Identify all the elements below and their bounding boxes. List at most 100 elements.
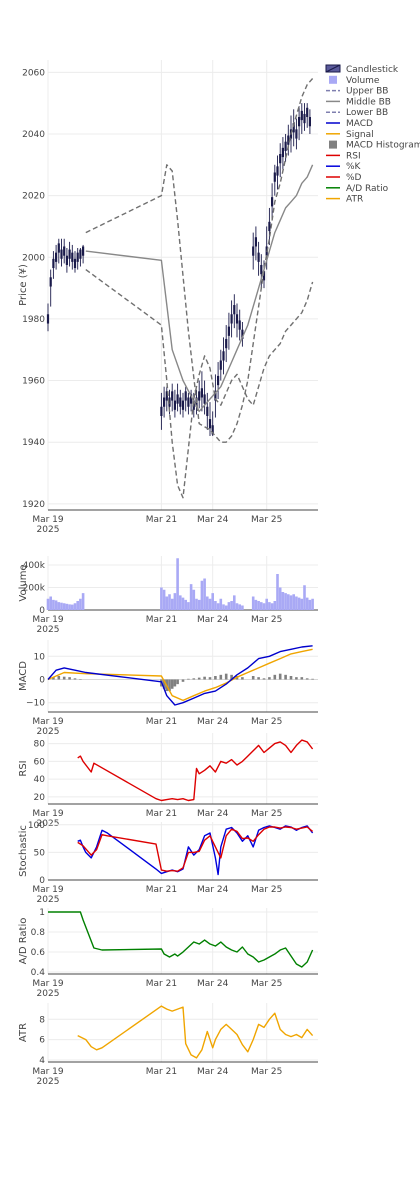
bar: [170, 679, 174, 689]
bar: [268, 602, 271, 610]
candle-body: [184, 391, 187, 401]
x-tick-year-label: 2025: [37, 525, 60, 535]
bar: [187, 678, 190, 680]
series-line: [85, 269, 314, 499]
x-tick-label: Mar 19: [32, 1067, 64, 1077]
candle-body: [79, 249, 82, 259]
bar: [206, 596, 209, 610]
bar: [76, 601, 79, 610]
candle-body: [190, 394, 193, 404]
bar: [208, 677, 212, 680]
candle-body: [254, 237, 257, 247]
bar: [303, 585, 306, 610]
y-tick-label: −10: [26, 699, 45, 709]
x-tick-label: Mar 25: [251, 979, 282, 989]
legend-label: Candlestick: [346, 65, 399, 75]
y-tick-label: 2060: [22, 68, 45, 78]
candle-body: [235, 314, 239, 324]
candle-body: [298, 117, 301, 127]
candle-body: [55, 252, 58, 262]
candle-body: [71, 252, 74, 262]
bar: [297, 597, 301, 610]
bar: [260, 602, 263, 610]
candle-body: [82, 246, 85, 256]
candle-body: [271, 197, 274, 207]
candle-body: [46, 314, 50, 324]
bar: [241, 677, 244, 680]
series-line: [77, 825, 314, 876]
legend-item: %D: [326, 173, 362, 183]
candle-body: [168, 397, 171, 407]
candle-body: [65, 255, 68, 265]
series-line: [77, 826, 314, 872]
y-tick-label: 1: [39, 908, 45, 918]
candle-body: [219, 360, 222, 370]
bar: [187, 602, 190, 610]
x-tick-label: Mar 25: [251, 615, 282, 625]
y-tick-label: 6: [39, 1036, 45, 1046]
candle-body: [160, 406, 163, 416]
panel-price: 1920 1940 1960 1980 2000 2020 2040 2060 Price (¥…: [18, 60, 318, 535]
bar: [227, 602, 231, 610]
square-legend-icon: [329, 140, 337, 149]
candle-body: [287, 135, 290, 145]
y-tick-label: 10: [34, 652, 46, 662]
y-tick-label: 60: [34, 757, 46, 767]
bar: [62, 603, 66, 610]
candle-body: [284, 141, 287, 151]
candle-body: [52, 258, 55, 269]
x-tick-label: Mar 19: [32, 809, 64, 819]
y-tick-label: 4: [39, 1056, 45, 1066]
bar: [308, 599, 312, 610]
bar: [168, 594, 171, 610]
bar: [176, 679, 179, 685]
x-tick-label: Mar 21: [146, 979, 177, 989]
bar: [165, 596, 169, 610]
x-tick-label: Mar 24: [197, 717, 229, 727]
legend-item: Middle BB: [326, 97, 391, 107]
x-tick-label: Mar 24: [197, 615, 229, 625]
candle-body: [225, 338, 228, 349]
bar: [162, 589, 166, 610]
y-tick-label: 2000: [22, 253, 45, 263]
bar: [224, 673, 228, 680]
x-tick-label: Mar 24: [197, 515, 229, 525]
candle-body: [187, 397, 190, 407]
legend-item: Signal: [326, 130, 374, 140]
bar: [189, 584, 193, 610]
y-tick-label: 80: [34, 740, 46, 750]
bar: [305, 678, 309, 680]
bar: [73, 678, 77, 680]
candle-body: [214, 391, 217, 401]
candle-body: [176, 394, 179, 404]
y-tick-label: 0: [39, 675, 45, 685]
candle-body: [200, 388, 203, 398]
candle-body: [281, 147, 284, 158]
bar: [219, 674, 223, 680]
y-tick-label: 50: [34, 848, 46, 858]
x-tick-label: Mar 25: [251, 885, 282, 895]
series-line: [77, 739, 314, 802]
y-axis-title: MACD: [18, 661, 29, 691]
candle-body: [257, 252, 260, 262]
candle-body: [179, 397, 182, 407]
bar: [176, 558, 179, 610]
square-legend-icon: [329, 75, 337, 84]
x-tick-label: Mar 25: [251, 809, 282, 819]
x-tick-label: Mar 19: [32, 615, 64, 625]
bar: [52, 677, 55, 680]
candlestick-legend-icon-stroke: [325, 64, 341, 73]
bar: [305, 597, 309, 610]
legend-label: ATR: [346, 195, 363, 205]
bar: [262, 678, 266, 680]
legend-label: MACD Histogram: [346, 141, 420, 151]
legend-label: MACD: [346, 119, 373, 129]
bar: [179, 595, 182, 610]
bar: [65, 603, 69, 610]
x-tick-label: Mar 19: [32, 515, 64, 525]
x-tick-label: Mar 21: [146, 515, 177, 525]
bar: [195, 598, 198, 610]
bar: [300, 677, 304, 680]
